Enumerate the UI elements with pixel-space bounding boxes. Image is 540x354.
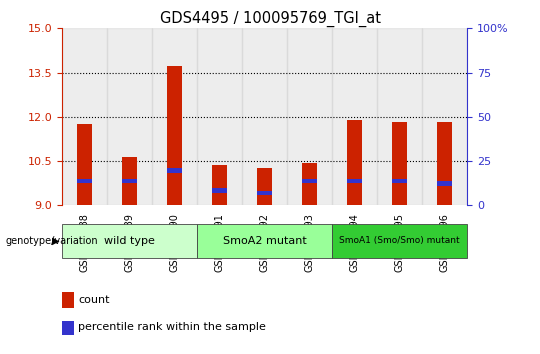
Bar	[437, 122, 453, 205]
Bar	[302, 164, 318, 205]
Bar	[167, 66, 183, 205]
Text: percentile rank within the sample: percentile rank within the sample	[78, 322, 266, 332]
Bar	[392, 179, 408, 183]
Bar	[167, 168, 183, 173]
Text: count: count	[78, 295, 110, 305]
Text: wild type: wild type	[104, 236, 155, 246]
Bar	[197, 224, 332, 258]
Bar	[377, 28, 422, 205]
Bar	[122, 179, 138, 183]
Bar	[347, 179, 362, 183]
Text: SmoA2 mutant: SmoA2 mutant	[222, 236, 307, 246]
Bar	[152, 28, 197, 205]
Bar	[256, 169, 273, 205]
Bar	[107, 28, 152, 205]
Bar	[332, 28, 377, 205]
Bar	[332, 224, 467, 258]
Text: GDS4495 / 100095769_TGI_at: GDS4495 / 100095769_TGI_at	[159, 11, 381, 27]
Bar	[122, 156, 138, 205]
Bar	[197, 28, 242, 205]
Bar	[437, 181, 453, 185]
Bar	[77, 124, 92, 205]
Bar	[287, 28, 332, 205]
Bar	[62, 224, 197, 258]
Bar	[242, 28, 287, 205]
Text: genotype/variation: genotype/variation	[5, 236, 98, 246]
Bar	[392, 122, 408, 205]
Bar	[422, 28, 467, 205]
Bar	[256, 190, 273, 195]
Text: ▶: ▶	[52, 236, 59, 246]
Bar	[302, 179, 318, 183]
Bar	[62, 28, 107, 205]
Bar	[77, 179, 92, 183]
Text: SmoA1 (Smo/Smo) mutant: SmoA1 (Smo/Smo) mutant	[339, 236, 460, 245]
Bar	[212, 165, 227, 205]
Bar	[347, 120, 362, 205]
Bar	[212, 188, 227, 193]
